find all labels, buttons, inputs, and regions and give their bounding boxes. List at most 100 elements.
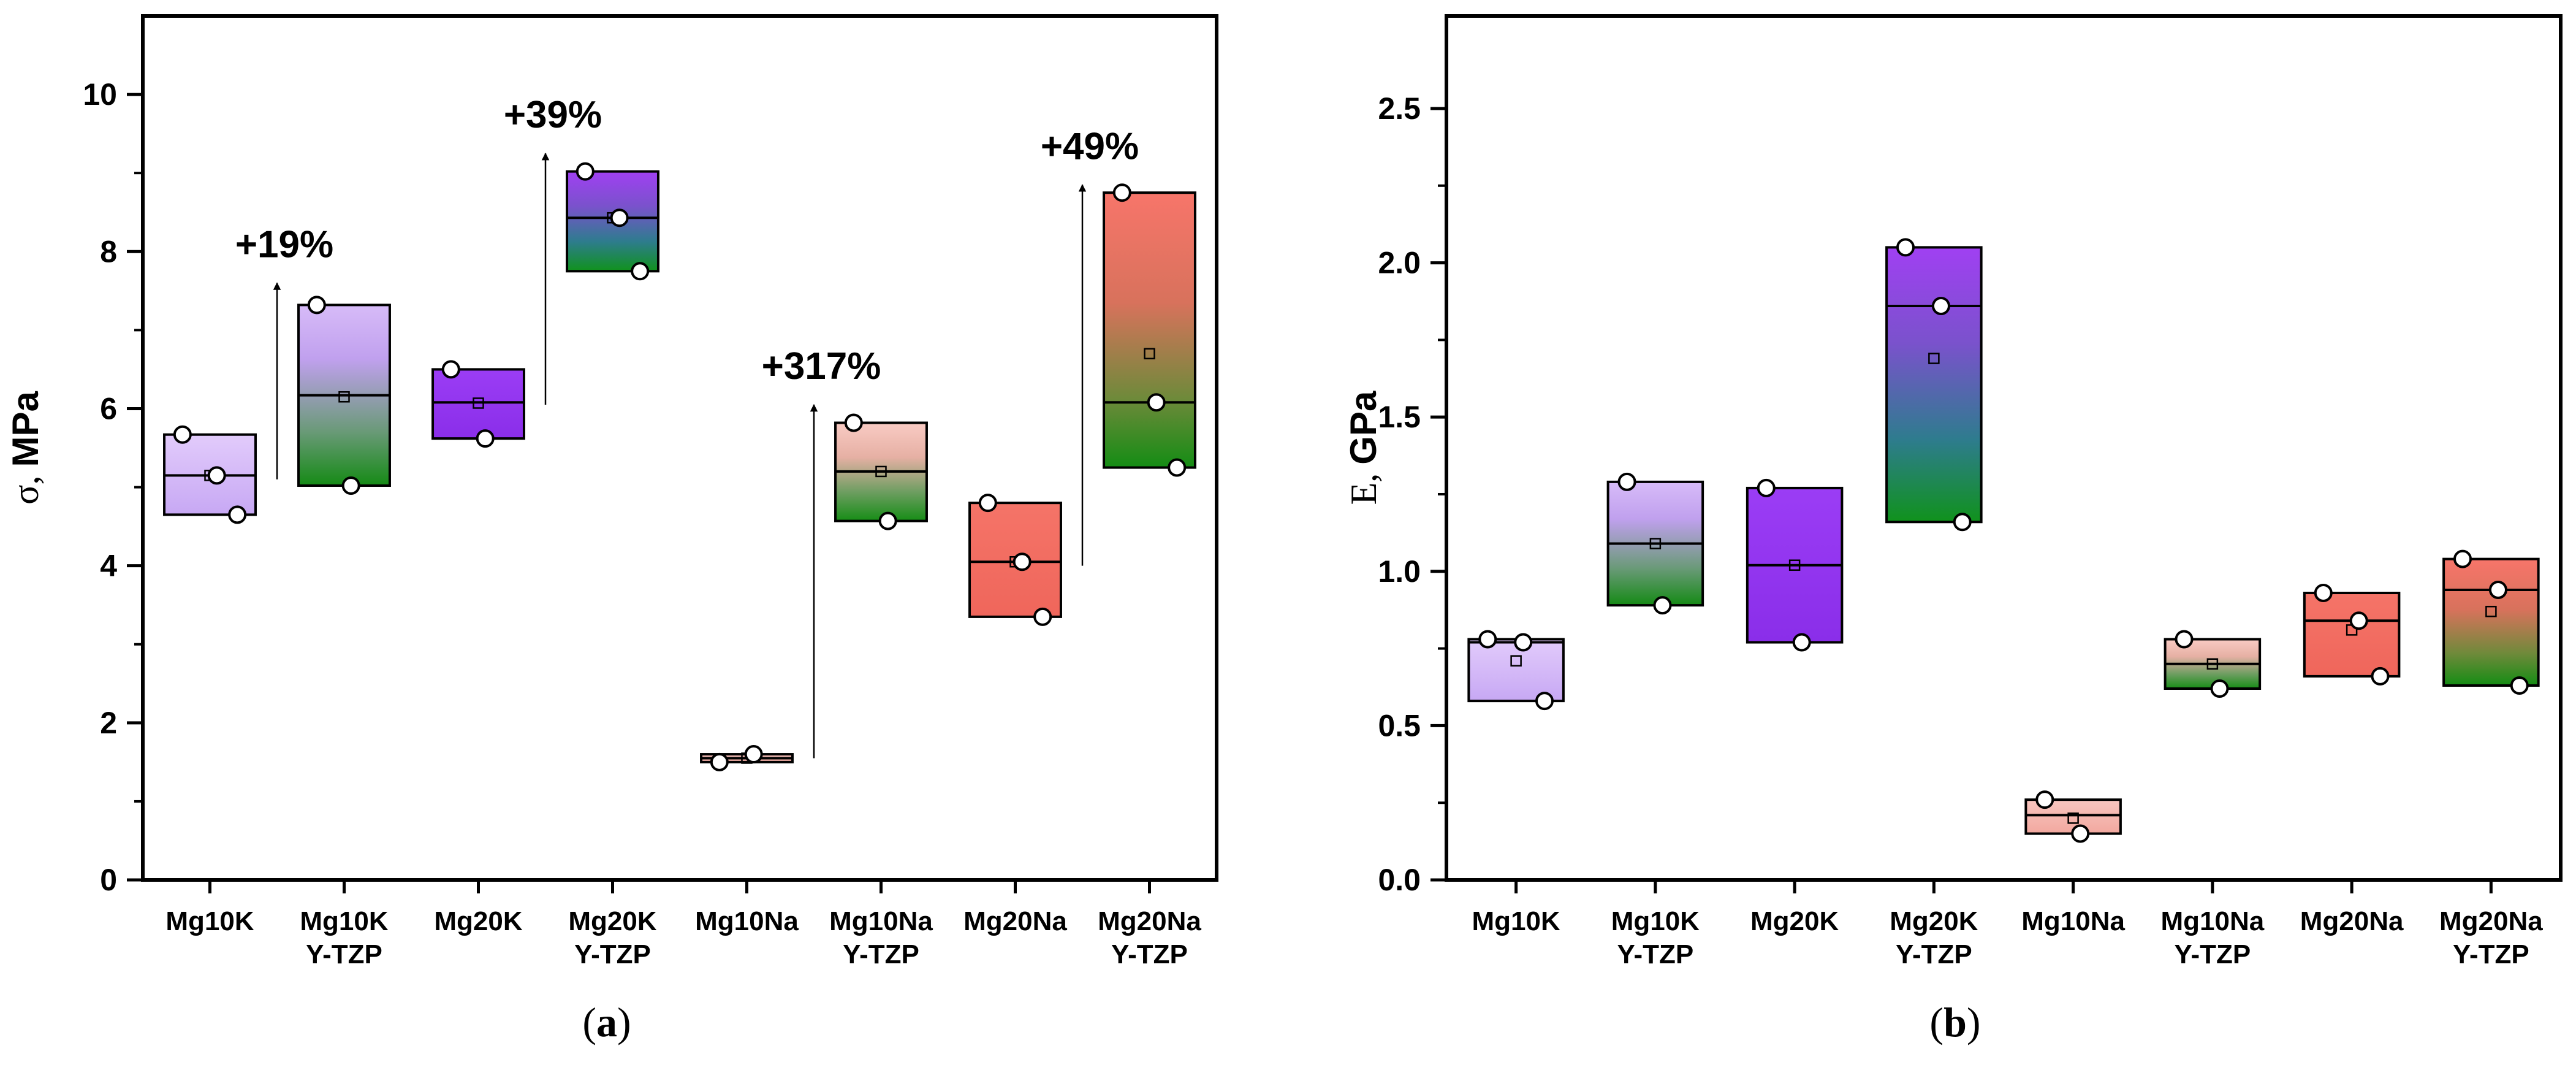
data-point [631,262,650,281]
x-category-label: Mg20Na [963,906,1067,936]
data-point [1792,633,1811,652]
y-tick-label: 0 [100,863,117,897]
panel-label-open: ( [582,999,596,1045]
data-point [441,360,460,379]
x-category-label: Mg10K [165,906,254,936]
x-category-label-line2: Y-TZP [1896,939,1972,969]
data-point [2371,667,2390,686]
y-tick-label: 1.5 [1378,400,1421,434]
mean-marker [2206,658,2219,670]
data-point [1147,393,1166,412]
data-point [1953,513,1972,532]
y-tick-label: 4 [100,549,117,583]
x-category-label: Mg20K [1750,906,1839,936]
data-point [844,413,863,432]
mean-marker [875,465,887,478]
data-point [1535,692,1554,711]
data-point [476,429,495,448]
annotation-label: +19% [235,224,333,266]
data-point [1931,297,1950,316]
y-tick-label: 6 [100,391,117,426]
y-axis-title-unit: MPa [5,391,46,467]
data-point [2349,611,2368,630]
data-point [978,494,997,513]
box [2442,557,2540,687]
y-axis-title: E, GPa [1343,391,1384,505]
x-category-label: Mg20Na [1098,906,1201,936]
mean-marker [1144,348,1155,360]
data-point [744,745,763,764]
annotation-label: +49% [1041,125,1139,167]
y-axis-title-symbol: σ, [6,476,46,505]
x-category-label: Mg10Na [2161,906,2265,936]
x-category-label: Mg20Na [2439,906,2543,936]
data-point [1757,478,1776,497]
y-tick-label: 10 [83,77,117,112]
data-point [1013,552,1032,571]
x-category-label: Mg20K [1890,906,1978,936]
annotation-label: +39% [504,94,602,136]
data-point [1033,607,1052,626]
data-point [878,511,897,530]
data-point [341,476,360,495]
x-category-label: Mg10Na [2021,906,2125,936]
panel-label-close: ) [617,999,631,1045]
y-tick-label: 1.0 [1378,554,1421,589]
mean-marker [1510,655,1522,667]
data-point [2175,630,2194,649]
data-point [1514,633,1533,652]
plot-frame [141,14,1218,882]
data-point [307,296,326,315]
y-tick-label: 2 [100,706,117,740]
x-category-label: Mg10K [1611,906,1700,936]
x-category-label: Mg10Na [695,906,799,936]
x-category-label: Mg10Na [829,906,933,936]
x-category-label-line2: Y-TZP [843,939,919,969]
data-point [2510,676,2529,695]
data-point [710,752,729,771]
y-tick-label: 2.5 [1378,91,1421,126]
data-point [2210,679,2229,698]
x-category-label-line2: Y-TZP [2453,939,2529,969]
data-point [228,505,247,524]
data-point [2071,824,2090,843]
data-point [2488,580,2507,599]
data-point [2035,790,2054,809]
x-category-label: Mg10K [1472,906,1560,936]
y-axis-title-unit: GPa [1343,391,1384,465]
annotation-label: +317% [762,345,881,388]
mean-marker [338,391,350,403]
y-tick-label: 0.0 [1378,863,1421,897]
data-point [207,466,226,485]
y-tick-label: 2.0 [1378,246,1421,280]
y-tick-label: 0.5 [1378,708,1421,743]
mean-marker [2067,812,2079,824]
mean-marker [1788,559,1801,571]
box [1467,638,1565,703]
x-category-label: Mg20K [568,906,656,936]
mean-marker [1649,538,1662,549]
panel-label-letter: a [596,999,617,1045]
box [1885,246,1983,524]
mean-marker [473,397,484,409]
panel-label-close: ) [1967,999,1981,1045]
data-point [1896,238,1915,257]
mean-marker [2485,605,2497,617]
data-point [1617,472,1636,491]
data-point [1653,596,1672,615]
panel-label-letter: b [1943,999,1967,1045]
data-point [610,208,629,227]
panel-label: (a) [582,999,631,1045]
data-point [173,425,192,444]
box [431,368,525,440]
x-category-label: Mg20K [434,906,522,936]
box [1103,191,1196,469]
x-category-label: Mg10K [300,906,388,936]
x-category-label-line2: Y-TZP [1617,939,1694,969]
x-category-label-line2: Y-TZP [306,939,382,969]
panel-label: (b) [1929,999,1980,1045]
data-point [2453,549,2472,568]
